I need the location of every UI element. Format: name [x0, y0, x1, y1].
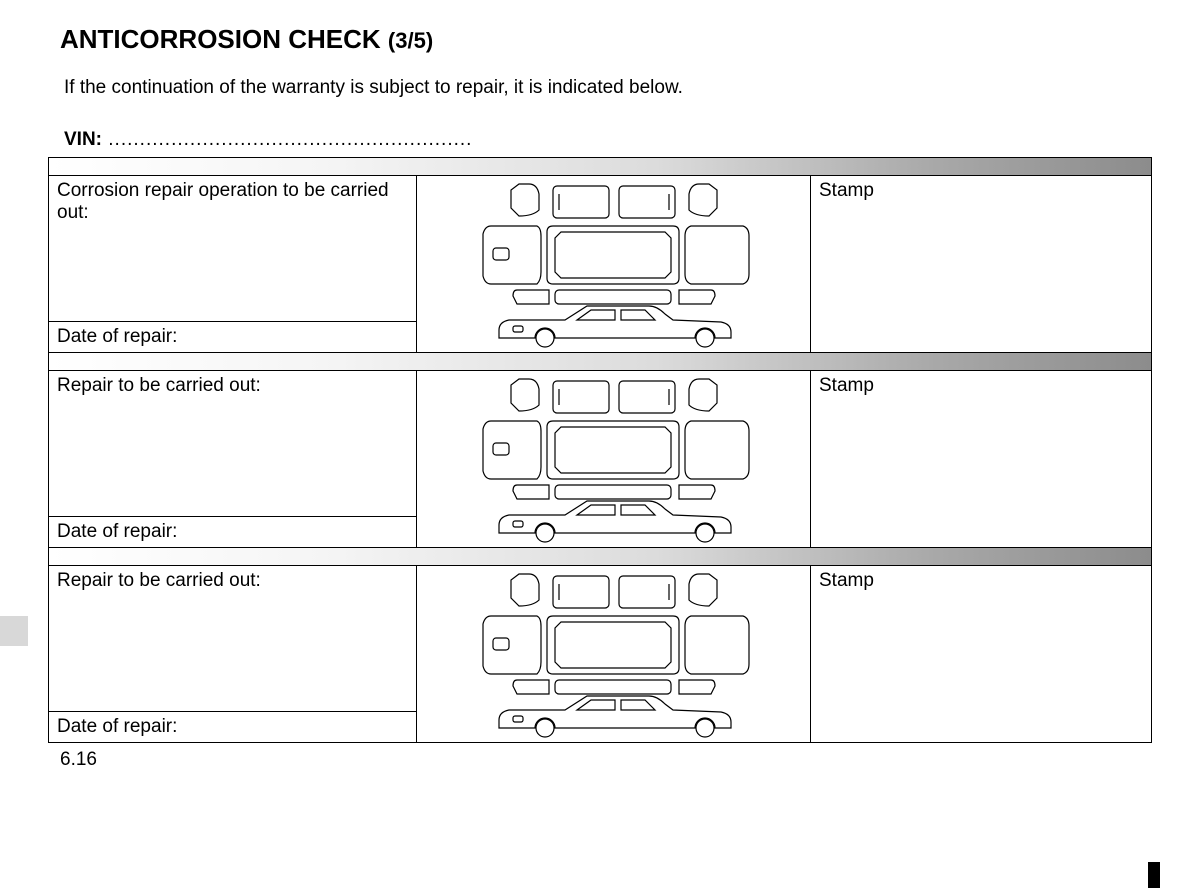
col-left: Corrosion repair operation to be carried… [49, 176, 417, 352]
repair-date: Date of repair: [49, 322, 416, 352]
page-content: ANTICORROSION CHECK (3/5) If the continu… [0, 0, 1200, 771]
title-main: ANTICORROSION CHECK [60, 24, 381, 54]
gradient-divider [49, 548, 1151, 566]
vin-label: VIN: [64, 129, 102, 150]
col-left: Repair to be carried out: Date of repair… [49, 371, 417, 547]
intro-text: If the continuation of the warranty is s… [64, 77, 1152, 99]
table-row: Corrosion repair operation to be carried… [49, 176, 1151, 353]
gradient-divider [49, 353, 1151, 371]
repair-description: Corrosion repair operation to be carried… [49, 176, 416, 322]
car-body-diagram-icon [459, 375, 769, 543]
page-title: ANTICORROSION CHECK (3/5) [60, 24, 1152, 55]
col-diagram [417, 176, 811, 352]
repair-description: Repair to be carried out: [49, 371, 416, 517]
side-tab [0, 616, 28, 646]
table-row: Repair to be carried out: Date of repair… [49, 566, 1151, 743]
car-body-diagram-icon [459, 180, 769, 348]
repair-date: Date of repair: [49, 712, 416, 742]
check-table: Corrosion repair operation to be carried… [48, 157, 1152, 743]
vin-row: VIN: ...................................… [64, 129, 1152, 151]
title-sub: (3/5) [388, 28, 433, 53]
vin-dots: ........................................… [102, 129, 472, 150]
gradient-divider [49, 158, 1151, 176]
stamp-cell: Stamp [811, 566, 1151, 742]
stamp-cell: Stamp [811, 176, 1151, 352]
table-row: Repair to be carried out: Date of repair… [49, 371, 1151, 548]
col-left: Repair to be carried out: Date of repair… [49, 566, 417, 742]
col-diagram [417, 371, 811, 547]
stamp-cell: Stamp [811, 371, 1151, 547]
repair-description: Repair to be carried out: [49, 566, 416, 712]
car-body-diagram-icon [459, 570, 769, 738]
page-number: 6.16 [60, 749, 1152, 771]
repair-date: Date of repair: [49, 517, 416, 547]
col-diagram [417, 566, 811, 742]
corner-mark [1148, 862, 1160, 888]
